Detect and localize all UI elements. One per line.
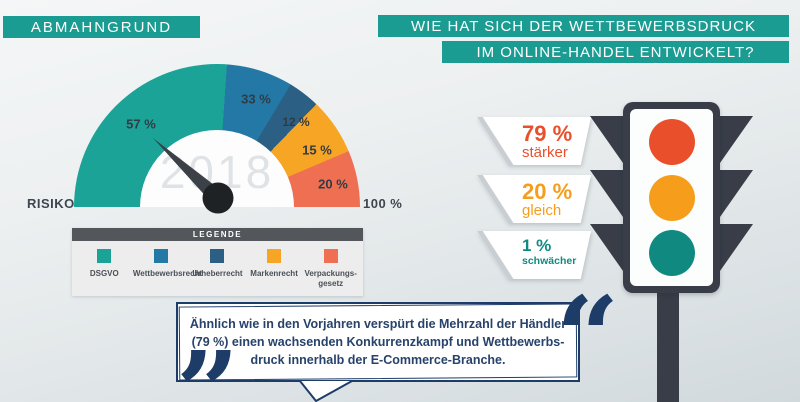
- result-banner-schwaecher: 1 % schwächer: [477, 231, 591, 279]
- legend-item-verpackungsgesetz: Verpackungs-gesetz: [302, 249, 359, 290]
- gauge-segment-value-verpackungsgesetz: 20 %: [318, 176, 348, 192]
- quote-line: Ähnlich wie in den Vorjahren verspürt di…: [189, 316, 567, 331]
- gauge-scale-right-label: 100 %: [363, 196, 403, 211]
- result-value: 1 %: [522, 236, 552, 255]
- right-section-title-line1: WIE HAT SICH DER WETTBEWERBSDRUCK: [378, 15, 789, 37]
- result-label: gleich: [522, 202, 562, 220]
- traffic-light-panel: [630, 109, 713, 286]
- gauge-segment-value-markenrecht: 15 %: [302, 142, 332, 158]
- legend-item-markenrecht: Markenrecht: [246, 249, 303, 290]
- legend-label: Urheberrecht: [192, 269, 243, 278]
- gauge-scale-left-label: RISIKO: [27, 196, 75, 211]
- left-section-title: ABMAHNGRUND: [3, 16, 200, 38]
- legend-swatch-salmon: [323, 249, 338, 263]
- legend-label: Wettbewerbsrecht: [132, 269, 203, 278]
- legend-item-wettbewerbsrecht: Wettbewerbsrecht: [132, 249, 203, 290]
- legend-label: Markenrecht: [250, 269, 298, 278]
- legend-label: Verpackungs-gesetz: [304, 269, 357, 289]
- traffic-light-visor-left-middle: [590, 170, 623, 217]
- quote-bubble: Ähnlich wie in den Vorjahren verspürt di…: [176, 302, 580, 382]
- legend-swatch-darkblue: [210, 249, 225, 263]
- traffic-light-orange-lamp: [648, 174, 695, 221]
- gauge-year-label: 2018: [159, 146, 275, 198]
- result-value: 20 %: [522, 179, 573, 204]
- quote-close-icon: “: [556, 272, 620, 401]
- result-banner-gleich: 20 % gleich: [477, 175, 591, 223]
- result-label: stärker: [522, 144, 568, 162]
- result-banner-staerker: 79 % stärker: [477, 117, 591, 165]
- traffic-light-red-lamp: [648, 119, 695, 165]
- traffic-light-visor-right-top: [720, 116, 753, 163]
- traffic-light-teal-lamp: [648, 230, 695, 276]
- legend-label: DSGVO: [89, 269, 119, 278]
- legend-item-dsgvo: DSGVO: [76, 249, 133, 290]
- risk-gauge: 2018 57 % 33 % 12 % 15 % 20 %: [74, 64, 360, 224]
- traffic-light-pole: [657, 287, 679, 402]
- gauge-legend: LEGENDE DSGVO Wettbewerbsrecht Urheberre…: [72, 228, 363, 296]
- banner-shape: 79 % stärker: [477, 117, 591, 165]
- legend-item-urheberrecht: Urheberrecht: [189, 249, 246, 290]
- gauge-segment-value-urheberrecht: 12 %: [282, 115, 310, 129]
- quote-open-icon: „: [178, 264, 242, 393]
- legend-swatch-orange: [267, 249, 282, 263]
- legend-swatch-teal: [97, 249, 112, 263]
- traffic-light-visor-right-bottom: [720, 224, 753, 271]
- traffic-light-visor-left-bottom: [590, 224, 623, 271]
- traffic-light: [623, 102, 720, 293]
- right-section-title-line2: IM ONLINE-HANDEL ENTWICKELT?: [442, 41, 789, 63]
- quote-line: (79 %) einen wachsenden Konkurrenzkampf …: [191, 334, 565, 349]
- traffic-light-visor-left-top: [590, 116, 623, 163]
- legend-swatch-blue: [153, 249, 168, 263]
- banner-shape: 1 % schwächer: [477, 231, 591, 279]
- banner-shape: 20 % gleich: [477, 175, 591, 223]
- quote-bubble-tail: [299, 380, 353, 402]
- gauge-segment-value-wettbewerbsrecht: 33 %: [241, 91, 271, 107]
- result-label: schwächer: [522, 255, 577, 268]
- legend-body: DSGVO Wettbewerbsrecht Urheberrecht Mark…: [72, 241, 363, 296]
- gauge-segment-value-dsgvo: 57 %: [126, 116, 156, 132]
- result-value: 79 %: [522, 121, 573, 146]
- quote-line: druck innerhalb der E-Commerce-Branche.: [250, 353, 506, 368]
- traffic-light-visor-right-middle: [720, 170, 753, 217]
- legend-header: LEGENDE: [72, 228, 363, 241]
